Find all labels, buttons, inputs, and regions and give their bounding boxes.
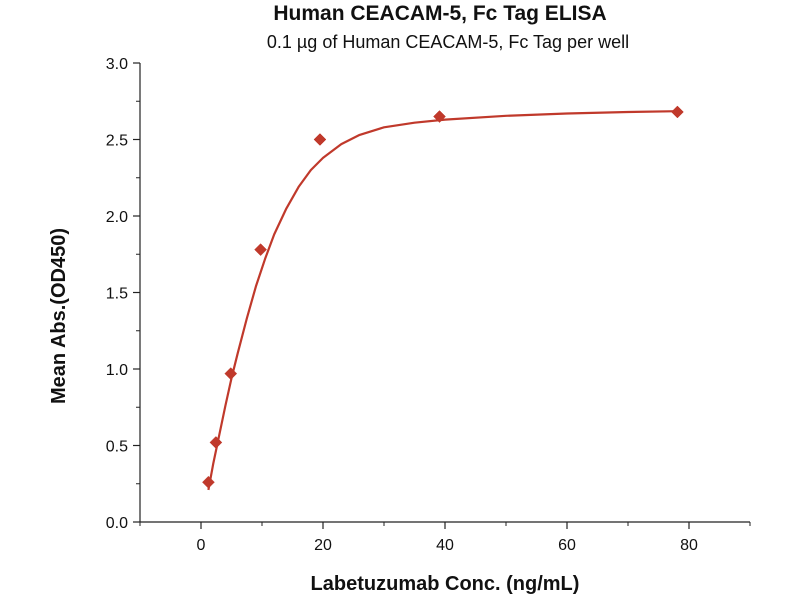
x-tick-label: 40 bbox=[436, 537, 454, 554]
data-point bbox=[254, 243, 267, 257]
y-tick-label: 1.5 bbox=[106, 286, 128, 303]
data-point bbox=[209, 436, 223, 449]
data-points-layer bbox=[202, 105, 684, 489]
x-tick-label: 60 bbox=[558, 537, 576, 554]
axes bbox=[139, 63, 750, 523]
y-tick-label: 2.5 bbox=[106, 133, 128, 150]
y-tick-label: 1.0 bbox=[106, 362, 128, 379]
data-point bbox=[313, 133, 327, 146]
data-point bbox=[433, 110, 446, 123]
data-point bbox=[202, 475, 215, 489]
x-tick-label: 80 bbox=[680, 537, 698, 554]
y-tick-label: 2.0 bbox=[106, 209, 128, 226]
chart-subtitle: 0.1 µg of Human CEACAM-5, Fc Tag per wel… bbox=[267, 32, 629, 52]
fit-curve-layer bbox=[207, 110, 678, 491]
x-tick-label: 20 bbox=[314, 537, 332, 554]
x-tick-label: 0 bbox=[197, 537, 206, 554]
data-point bbox=[671, 105, 684, 119]
x-axis-label: Labetuzumab Conc. (ng/mL) bbox=[311, 573, 580, 595]
chart-title: Human CEACAM-5, Fc Tag ELISA bbox=[273, 2, 606, 25]
fit-curve bbox=[207, 110, 678, 491]
y-tick-label: 3.0 bbox=[106, 56, 128, 73]
y-axis-label: Mean Abs.(OD450) bbox=[48, 228, 70, 404]
y-tick-label: 0.0 bbox=[106, 515, 128, 532]
y-axis-ticks: 0.0 0.5 1.0 1.5 2.0 2.5 3.0 bbox=[106, 56, 140, 532]
y-tick-label: 0.5 bbox=[106, 439, 128, 456]
x-axis-ticks: 0 20 40 60 80 bbox=[139, 522, 751, 554]
data-point bbox=[224, 367, 238, 380]
